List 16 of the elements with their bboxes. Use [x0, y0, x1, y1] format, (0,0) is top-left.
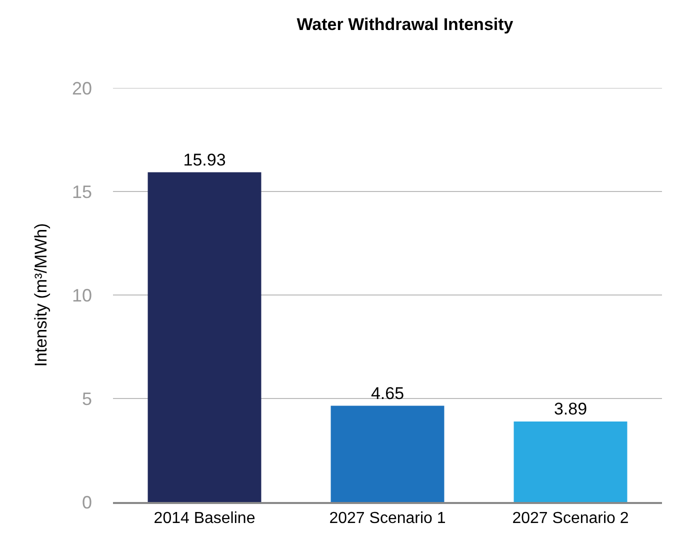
- data-label: 3.89: [554, 399, 588, 418]
- y-axis-title: Intensity (m³/MWh): [32, 223, 51, 367]
- y-tick-label: 15: [72, 182, 92, 202]
- bar: [514, 421, 628, 502]
- y-tick-label: 5: [82, 388, 92, 409]
- x-tick-label: 2027 Scenario 1: [329, 510, 446, 528]
- y-tick-label: 20: [72, 78, 92, 98]
- data-label: 4.65: [370, 384, 404, 403]
- data-label: 15.93: [183, 150, 226, 170]
- y-tick-label: 0: [82, 492, 92, 512]
- y-tick-label: 10: [72, 285, 92, 306]
- bar: [330, 406, 444, 502]
- bar: [148, 172, 262, 502]
- x-tick-label: 2014 Baseline: [154, 510, 256, 528]
- chart-title: Water Withdrawal Intensity: [296, 15, 514, 34]
- x-tick-label: 2027 Scenario 2: [512, 510, 629, 528]
